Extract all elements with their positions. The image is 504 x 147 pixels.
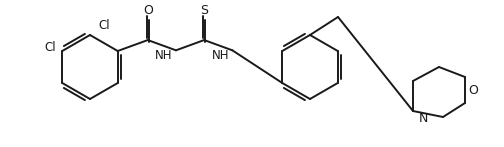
Text: O: O xyxy=(468,83,478,96)
Text: S: S xyxy=(200,4,208,17)
Text: NH: NH xyxy=(155,49,173,62)
Text: Cl: Cl xyxy=(44,41,56,54)
Text: N: N xyxy=(418,112,428,126)
Text: NH: NH xyxy=(212,49,229,62)
Text: O: O xyxy=(143,4,153,17)
Text: Cl: Cl xyxy=(98,19,110,31)
